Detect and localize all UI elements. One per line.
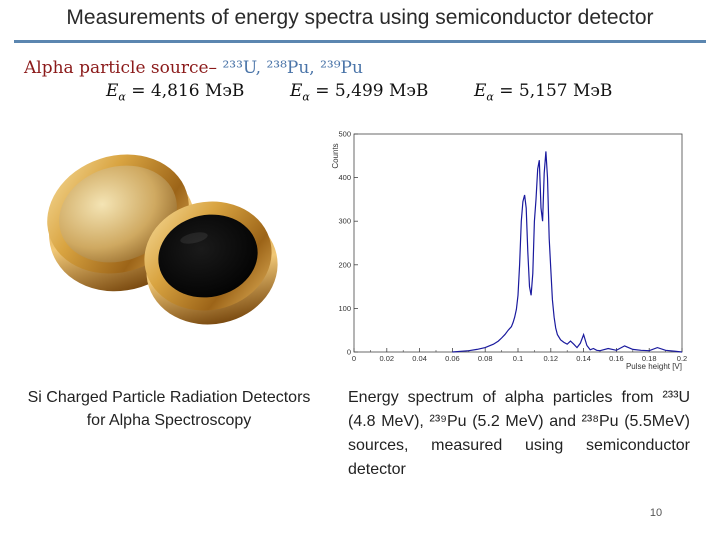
x-tick-label: 0 — [352, 354, 356, 363]
page-number: 10 — [649, 507, 663, 519]
y-axis-label: Counts — [331, 143, 340, 168]
energy-value-3: Eα = 5,157 МэВ — [474, 81, 613, 104]
energy-value-1: Eα = 4,816 МэВ — [106, 81, 245, 104]
x-axis-label: Pulse height [V] — [626, 362, 682, 371]
title-underline — [14, 40, 706, 43]
y-tick-label: 300 — [338, 217, 351, 226]
x-tick-label: 0.06 — [445, 354, 460, 363]
y-tick-label: 400 — [338, 173, 351, 182]
x-tick-label: 0.2 — [677, 354, 687, 363]
energy-value-2: Eα = 5,499 МэВ — [290, 81, 429, 104]
detector-photo — [47, 154, 278, 325]
x-tick-label: 0.1 — [513, 354, 523, 363]
x-tick-label: 0.12 — [543, 354, 558, 363]
chart-ticks: 0 0.02 0.04 0.06 0.08 0.1 0.12 0.14 0.16 0.18 0.2 0… — [338, 130, 687, 364]
alpha-source-isotopes: ²³³U, ²³⁸Pu, ²³⁹Pu — [222, 58, 363, 78]
y-tick-label: 500 — [338, 130, 351, 139]
x-tick-label: 0.18 — [642, 354, 657, 363]
x-tick-label: 0.08 — [478, 354, 493, 363]
slide-title: Measurements of energy spectra using sem… — [66, 6, 654, 29]
y-tick-label: 100 — [338, 304, 351, 313]
alpha-source-line: Alpha particle source– ²³³U, ²³⁸Pu, ²³⁹P… — [24, 58, 363, 78]
x-tick-label: 0.02 — [379, 354, 394, 363]
detector-caption: Si Charged Particle Radiation Detectors … — [27, 389, 311, 429]
alpha-source-label: Alpha particle source– — [24, 58, 218, 78]
y-tick-label: 200 — [338, 260, 351, 269]
x-tick-label: 0.04 — [412, 354, 427, 363]
spectrum-series-line — [452, 151, 683, 353]
x-tick-label: 0.16 — [609, 354, 624, 363]
energy-spectrum-chart: 0 0.02 0.04 0.06 0.08 0.1 0.12 0.14 0.16 0.18 0.2 0… — [328, 126, 690, 376]
spectrum-caption: Energy spectrum of alpha particles from … — [348, 389, 690, 478]
y-tick-label: 0 — [347, 348, 351, 357]
x-tick-label: 0.14 — [576, 354, 591, 363]
